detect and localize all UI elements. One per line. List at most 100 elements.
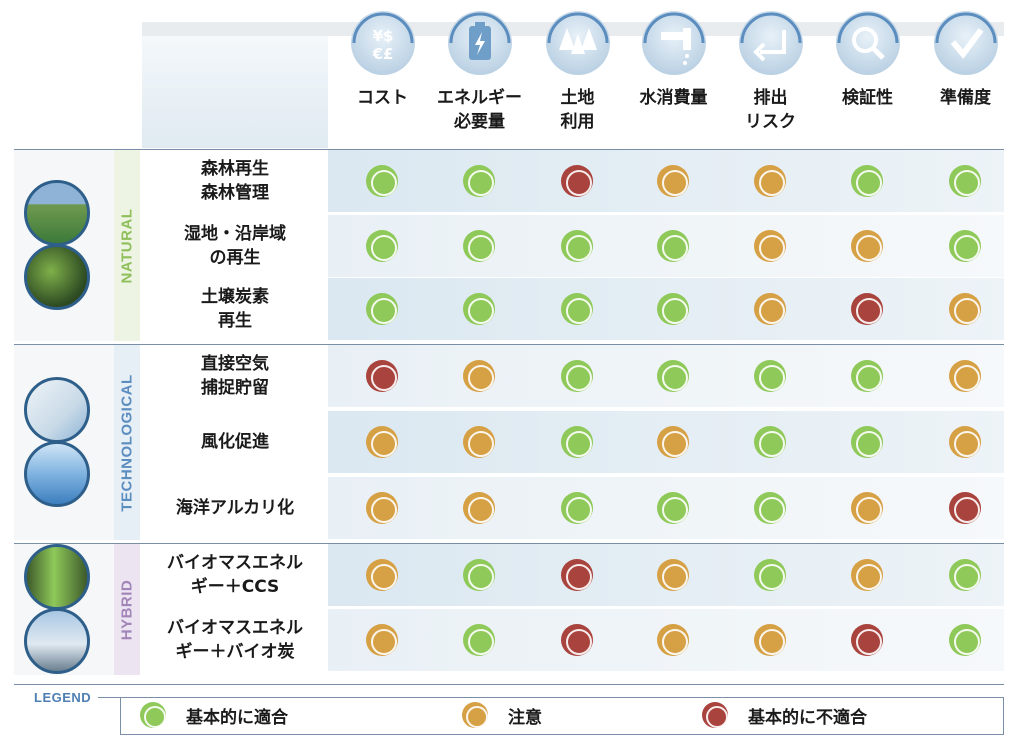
svg-text:€£: €£ bbox=[371, 45, 393, 63]
column-label: コスト bbox=[357, 88, 408, 108]
rating-good-dot bbox=[754, 559, 786, 591]
row-label: 湿地・沿岸域 の再生 bbox=[142, 217, 328, 275]
group-band bbox=[114, 150, 140, 341]
rating-good-dot bbox=[561, 360, 593, 392]
rating-caution-dot bbox=[463, 426, 495, 458]
bioenergy-plant-photo bbox=[24, 607, 90, 674]
rating-good-dot bbox=[366, 165, 398, 197]
legend-box bbox=[120, 697, 1004, 735]
svg-text:¥$: ¥$ bbox=[372, 27, 393, 45]
row-label: バイオマスエネル ギー＋バイオ炭 bbox=[142, 611, 328, 669]
wetland-photo bbox=[24, 179, 90, 246]
rating-caution-dot bbox=[754, 624, 786, 656]
row-label: 森林再生 森林管理 bbox=[142, 152, 328, 210]
column-header-3: 土地 利用 bbox=[529, 0, 626, 150]
rating-caution-dot bbox=[463, 492, 495, 524]
rating-good-dot bbox=[949, 624, 981, 656]
row-label: 直接空気 捕捉貯留 bbox=[142, 347, 328, 405]
group-divider bbox=[14, 543, 1004, 544]
rating-good-dot bbox=[949, 230, 981, 262]
column-header-5: 排出 リスク bbox=[722, 0, 819, 150]
legend-bad-dot bbox=[702, 702, 728, 728]
row-label: バイオマスエネル ギー＋CCS bbox=[142, 546, 328, 604]
rating-caution-dot bbox=[657, 559, 689, 591]
rating-good-dot bbox=[851, 360, 883, 392]
group-divider bbox=[14, 149, 1004, 150]
row-label: 土壌炭素 再生 bbox=[142, 280, 328, 338]
rating-caution-dot bbox=[366, 559, 398, 591]
legend-connector bbox=[98, 697, 120, 698]
rating-caution-dot bbox=[657, 624, 689, 656]
matrix-row: 直接空気 捕捉貯留 bbox=[142, 345, 1004, 407]
plant-stalk-photo bbox=[24, 543, 90, 610]
column-label: 準備度 bbox=[940, 88, 991, 108]
rating-caution-dot bbox=[754, 230, 786, 262]
co2-molecule-photo bbox=[24, 376, 90, 443]
legend-divider bbox=[14, 684, 1004, 685]
rating-good-dot bbox=[754, 360, 786, 392]
rating-good-dot bbox=[366, 293, 398, 325]
rating-good-dot bbox=[657, 230, 689, 262]
rating-bad-dot bbox=[851, 624, 883, 656]
rating-caution-dot bbox=[754, 293, 786, 325]
rating-good-dot bbox=[657, 293, 689, 325]
rating-good-dot bbox=[463, 165, 495, 197]
rating-caution-dot bbox=[949, 293, 981, 325]
group-title: NATURAL bbox=[118, 208, 136, 283]
rating-bad-dot bbox=[366, 360, 398, 392]
legend-good-dot bbox=[140, 702, 166, 728]
rating-good-dot bbox=[561, 230, 593, 262]
column-header-2: エネルギー 必要量 bbox=[431, 0, 528, 150]
group-natural: NATURAL bbox=[14, 150, 142, 341]
row-label: 海洋アルカリ化 bbox=[142, 479, 328, 537]
rating-bad-dot bbox=[561, 559, 593, 591]
group-technological: TECHNOLOGICAL bbox=[14, 345, 142, 540]
header-corner-cell bbox=[142, 36, 328, 148]
column-header-7: 準備度 bbox=[917, 0, 1014, 150]
legend-item-bad: 基本的に不適合 bbox=[702, 700, 867, 730]
rating-bad-dot bbox=[561, 624, 593, 656]
rating-caution-dot bbox=[463, 360, 495, 392]
matrix-row: バイオマスエネル ギー＋CCS bbox=[142, 544, 1004, 606]
rating-good-dot bbox=[949, 165, 981, 197]
ocean-water-photo bbox=[24, 440, 90, 507]
seedling-photo bbox=[24, 243, 90, 310]
return-arrow-icon bbox=[736, 8, 806, 78]
row-label: 風化促進 bbox=[142, 413, 328, 471]
rating-good-dot bbox=[754, 426, 786, 458]
rating-good-dot bbox=[949, 559, 981, 591]
rating-good-dot bbox=[657, 360, 689, 392]
group-divider bbox=[14, 344, 1004, 345]
rating-good-dot bbox=[561, 293, 593, 325]
battery-icon bbox=[445, 8, 515, 78]
rating-good-dot bbox=[657, 492, 689, 524]
rating-good-dot bbox=[463, 624, 495, 656]
matrix-row: 森林再生 森林管理 bbox=[142, 150, 1004, 212]
column-label: 排出 リスク bbox=[745, 88, 796, 132]
matrix-row: バイオマスエネル ギー＋バイオ炭 bbox=[142, 609, 1004, 671]
column-label: 土地 利用 bbox=[560, 88, 595, 132]
group-band bbox=[114, 345, 140, 540]
group-hybrid: HYBRID bbox=[14, 543, 142, 675]
rating-caution-dot bbox=[754, 165, 786, 197]
rating-good-dot bbox=[851, 165, 883, 197]
matrix-row: 海洋アルカリ化 bbox=[142, 477, 1004, 539]
legend-title: LEGEND bbox=[34, 690, 92, 705]
rating-good-dot bbox=[561, 492, 593, 524]
rating-good-dot bbox=[463, 230, 495, 262]
rating-caution-dot bbox=[949, 360, 981, 392]
rating-good-dot bbox=[561, 426, 593, 458]
column-label: エネルギー 必要量 bbox=[437, 88, 522, 132]
group-band bbox=[114, 544, 140, 675]
rating-good-dot bbox=[463, 559, 495, 591]
rating-bad-dot bbox=[561, 165, 593, 197]
rating-caution-dot bbox=[366, 426, 398, 458]
trees-icon bbox=[543, 8, 613, 78]
legend-label: 基本的に適合 bbox=[186, 707, 288, 728]
rating-good-dot bbox=[754, 492, 786, 524]
checkmark-icon bbox=[931, 8, 1001, 78]
legend-item-caution: 注意 bbox=[462, 700, 542, 730]
rating-caution-dot bbox=[851, 492, 883, 524]
rating-good-dot bbox=[366, 230, 398, 262]
rating-bad-dot bbox=[949, 492, 981, 524]
